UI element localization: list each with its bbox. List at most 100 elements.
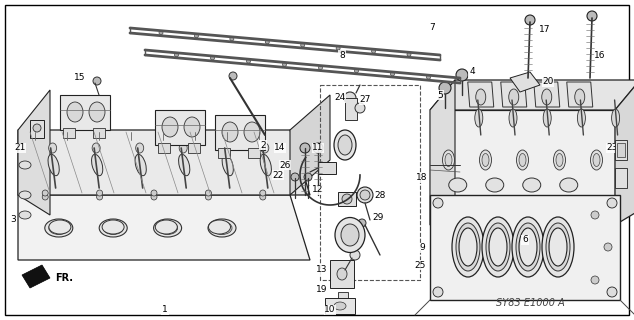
Polygon shape: [510, 72, 540, 92]
Polygon shape: [430, 110, 615, 225]
Text: 15: 15: [74, 74, 86, 83]
Text: 28: 28: [374, 190, 385, 199]
Ellipse shape: [475, 109, 483, 127]
Ellipse shape: [179, 143, 187, 153]
Polygon shape: [501, 82, 527, 107]
Ellipse shape: [244, 122, 260, 142]
Circle shape: [159, 31, 163, 35]
Circle shape: [357, 187, 373, 203]
Circle shape: [604, 243, 612, 251]
Ellipse shape: [456, 223, 480, 271]
Ellipse shape: [578, 109, 585, 127]
Ellipse shape: [443, 150, 455, 170]
Circle shape: [439, 82, 451, 94]
Bar: [248, 148, 260, 158]
Circle shape: [229, 72, 237, 80]
Circle shape: [33, 124, 41, 132]
Ellipse shape: [19, 161, 31, 169]
Ellipse shape: [516, 223, 540, 271]
Ellipse shape: [158, 221, 178, 235]
Ellipse shape: [209, 220, 231, 234]
Ellipse shape: [162, 117, 178, 137]
Ellipse shape: [92, 143, 100, 153]
Text: 24: 24: [334, 93, 346, 102]
Ellipse shape: [459, 228, 477, 266]
Bar: [338, 292, 348, 304]
Circle shape: [456, 69, 468, 81]
Ellipse shape: [222, 154, 233, 176]
Polygon shape: [215, 115, 265, 150]
Ellipse shape: [519, 154, 526, 166]
Ellipse shape: [67, 102, 83, 122]
Text: 17: 17: [540, 26, 551, 35]
Polygon shape: [468, 82, 494, 107]
Ellipse shape: [184, 117, 200, 137]
Ellipse shape: [222, 122, 238, 142]
Ellipse shape: [49, 220, 71, 234]
Circle shape: [210, 56, 214, 60]
Ellipse shape: [476, 89, 486, 105]
Circle shape: [247, 59, 250, 63]
Circle shape: [433, 198, 443, 208]
Circle shape: [354, 69, 358, 73]
Ellipse shape: [136, 143, 144, 153]
Text: 22: 22: [273, 171, 283, 180]
Ellipse shape: [260, 154, 271, 176]
Bar: [63, 128, 75, 138]
Ellipse shape: [334, 130, 356, 160]
Ellipse shape: [338, 135, 352, 155]
Text: 13: 13: [316, 266, 328, 275]
Ellipse shape: [153, 219, 181, 237]
Ellipse shape: [452, 217, 484, 277]
Circle shape: [96, 194, 103, 200]
Circle shape: [407, 52, 411, 56]
Ellipse shape: [19, 191, 31, 199]
Ellipse shape: [49, 143, 56, 153]
Text: 1: 1: [162, 306, 168, 315]
Circle shape: [174, 53, 179, 57]
Ellipse shape: [212, 221, 232, 235]
Text: 25: 25: [414, 260, 425, 269]
Ellipse shape: [179, 154, 190, 176]
Circle shape: [427, 75, 430, 79]
Bar: [320, 85, 420, 280]
Polygon shape: [430, 80, 455, 225]
Text: 9: 9: [419, 244, 425, 252]
Polygon shape: [567, 82, 593, 107]
Ellipse shape: [482, 154, 489, 166]
Polygon shape: [290, 95, 330, 195]
Bar: [325, 298, 355, 314]
Ellipse shape: [103, 221, 123, 235]
Ellipse shape: [512, 217, 544, 277]
Ellipse shape: [341, 224, 359, 246]
Polygon shape: [430, 80, 634, 110]
Ellipse shape: [89, 102, 105, 122]
Bar: [318, 162, 336, 174]
Ellipse shape: [542, 217, 574, 277]
Text: SY83 E1000 A: SY83 E1000 A: [496, 298, 564, 308]
Text: 21: 21: [15, 143, 26, 153]
Circle shape: [591, 276, 599, 284]
Bar: [218, 148, 230, 158]
Circle shape: [42, 190, 48, 196]
Polygon shape: [18, 90, 50, 215]
Ellipse shape: [91, 154, 103, 176]
Circle shape: [96, 190, 103, 196]
Text: 29: 29: [372, 213, 384, 222]
Circle shape: [360, 190, 370, 200]
Circle shape: [230, 37, 234, 41]
Text: 27: 27: [359, 95, 371, 105]
Polygon shape: [534, 82, 560, 107]
Circle shape: [355, 103, 365, 113]
Circle shape: [391, 72, 394, 76]
Circle shape: [358, 219, 366, 227]
Bar: [330, 260, 354, 288]
Ellipse shape: [449, 178, 467, 192]
Ellipse shape: [517, 150, 529, 170]
Polygon shape: [155, 110, 205, 145]
Text: 11: 11: [313, 143, 324, 153]
Text: 19: 19: [316, 285, 328, 294]
Text: 10: 10: [324, 306, 336, 315]
Text: 12: 12: [313, 186, 324, 195]
Bar: [615, 168, 627, 188]
